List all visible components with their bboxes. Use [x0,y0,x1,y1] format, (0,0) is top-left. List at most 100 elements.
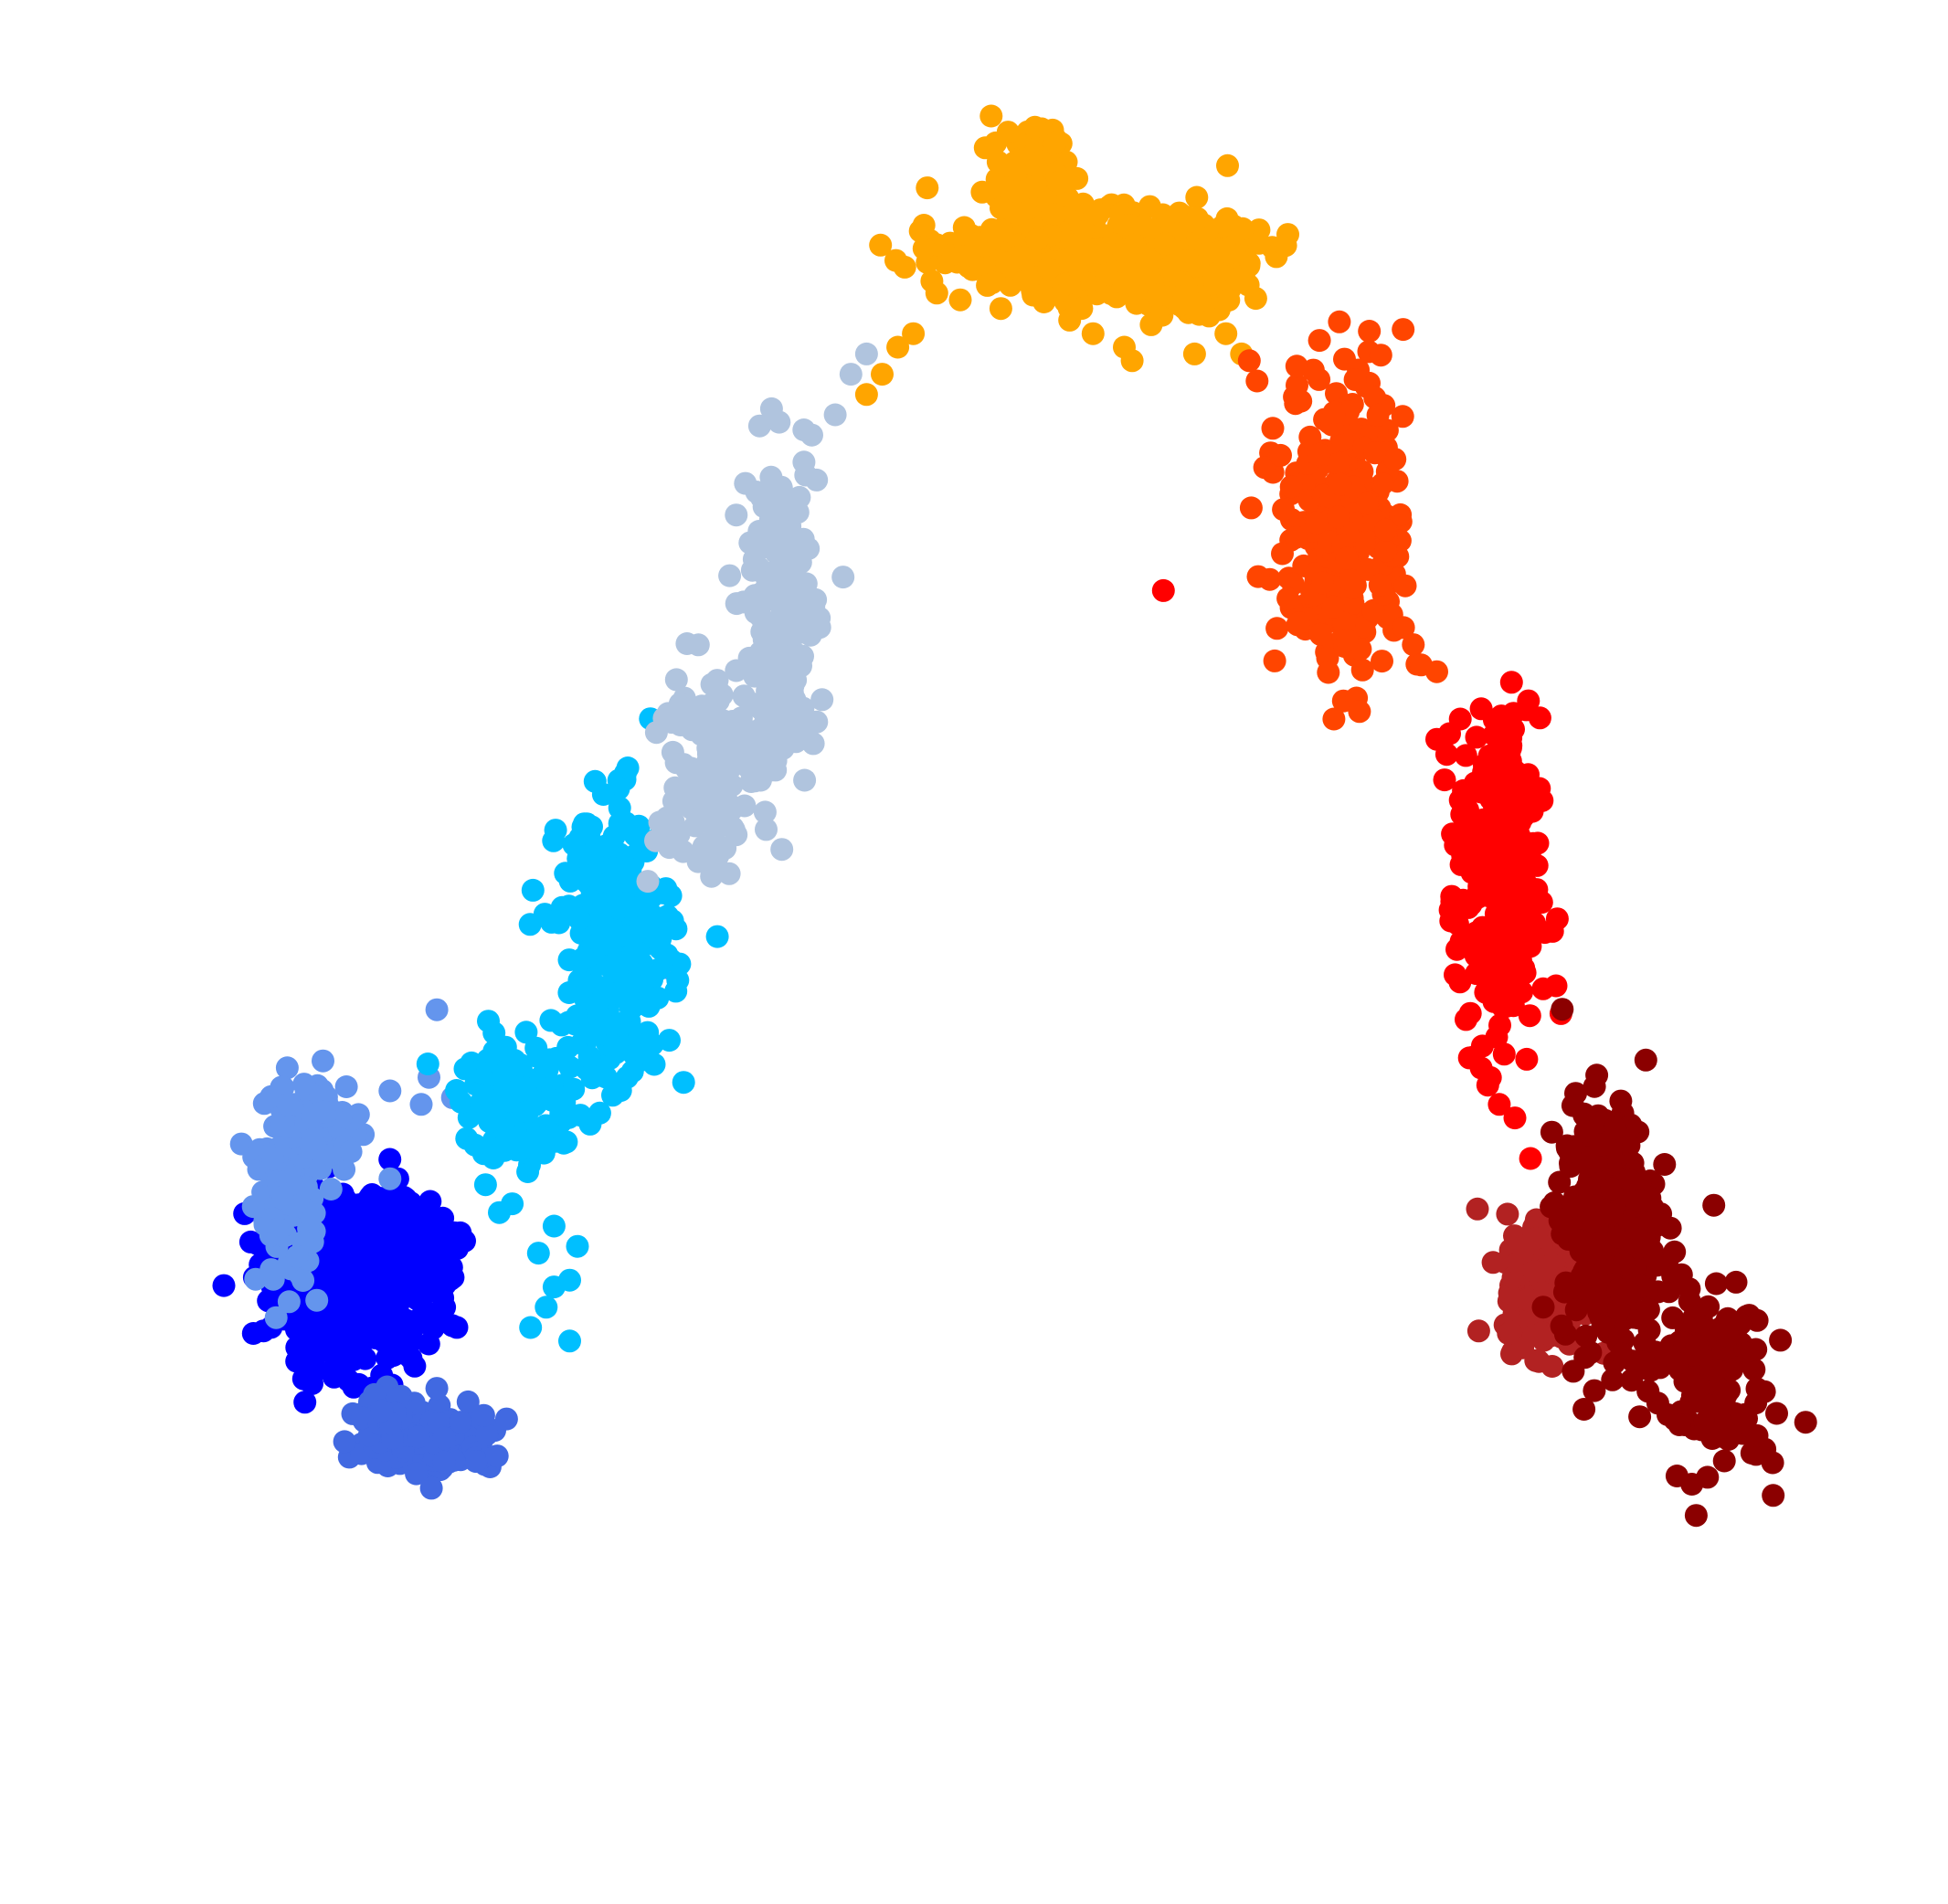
scatter-point [1284,392,1307,416]
scatter-point [805,468,829,492]
scatter-point [704,690,727,714]
scatter-point [800,423,823,447]
scatter-point [1182,342,1206,365]
scatter-point [1261,417,1285,440]
scatter-point [1487,1093,1511,1116]
scatter-point [979,104,1003,128]
scatter-point [902,322,926,345]
scatter-point [755,818,778,841]
scatter-point [293,1391,317,1414]
scatter-point [416,1052,439,1075]
scatter-point [433,1296,457,1319]
scatter-point [1466,1197,1489,1221]
scatter-point [449,1411,472,1434]
scatter-point [1482,942,1506,965]
scatter-point [358,1248,382,1272]
scatter-point [1496,1202,1519,1226]
scatter-point [276,1093,300,1116]
scatter-point [715,809,739,833]
scatter-point [557,1105,581,1129]
scatter-point [1548,1170,1572,1194]
scatter-point [1343,368,1367,391]
scatter-point [976,273,1000,297]
scatter-point [425,1377,449,1401]
scatter-point [871,363,894,386]
scatter-point [1216,153,1239,177]
scatter-point [1568,1230,1592,1253]
scatter-point [526,1242,550,1265]
scatter-point [1511,1336,1535,1359]
scatter-point [1657,1280,1681,1304]
scatter-point [609,1079,632,1103]
scatter-point [558,1329,581,1353]
scatter-point [363,1194,386,1218]
scatter-point [1515,1047,1539,1071]
scatter-point [1151,578,1175,602]
scatter-point [664,668,688,692]
scatter-point [718,564,742,587]
scatter-point [1139,312,1163,336]
scatter-point [384,1251,407,1275]
scatter-point [1006,246,1030,269]
scatter-point [990,196,1012,220]
scatter-point [478,1110,502,1134]
scatter-point [831,566,855,589]
scatter-point [302,1201,326,1225]
scatter-point [1712,1449,1736,1473]
scatter-point [683,714,707,738]
scatter-point [773,608,797,631]
scatter-point [783,664,807,687]
scatter-point [1013,197,1037,221]
scatter-point [1632,1350,1656,1374]
scatter-point [464,1450,488,1474]
scatter-point [1389,502,1413,526]
scatter-point [1522,1260,1546,1283]
scatter-point [1366,403,1390,427]
scatter-point [1014,269,1038,292]
scatter-point [449,1221,472,1244]
scatter-point [725,503,748,527]
scatter-point [770,838,794,862]
scatter-point [1666,1351,1689,1375]
scatter-point [488,1201,511,1224]
scatter-point [1371,650,1393,673]
scatter-point [1583,1194,1606,1218]
scatter-point [1448,707,1472,731]
scatter-point [1448,788,1472,812]
scatter-point [636,870,660,894]
scatter-point [291,1269,315,1292]
scatter-point [700,864,724,888]
scatter-point [301,1371,323,1395]
scatter-point [393,1342,416,1365]
scatter-point [1286,374,1308,397]
scatter-point [312,1049,334,1073]
scatter-point [1493,816,1517,840]
scatter-point [535,1296,558,1319]
scatter-point [1374,539,1398,563]
scatter-point [296,1315,320,1338]
scatter-point [1526,831,1550,855]
scatter-point [1328,310,1351,333]
scatter-point [1745,1423,1769,1447]
scatter-point [1134,245,1158,269]
scatter-point [1327,451,1350,475]
scatter-point [323,1345,346,1369]
scatter-point [1665,1465,1689,1487]
scatter-point [526,1045,550,1069]
scatter-point [1274,234,1297,258]
scatter-point [244,1267,268,1291]
scatter-point [1485,1025,1509,1049]
scatter-point [1562,1359,1585,1383]
scatter-point [1433,768,1456,792]
scatter-point [1459,893,1483,916]
scatter-point [1263,649,1286,672]
scatter-point [608,811,631,835]
scatter-point [1511,805,1535,829]
scatter-point [1628,1189,1652,1212]
scatter-point [1391,405,1414,428]
scatter-point [886,335,910,359]
scatter-point [672,753,695,777]
scatter-point [1618,1169,1642,1192]
scatter-point [1425,727,1448,751]
scatter-point [1120,349,1144,373]
